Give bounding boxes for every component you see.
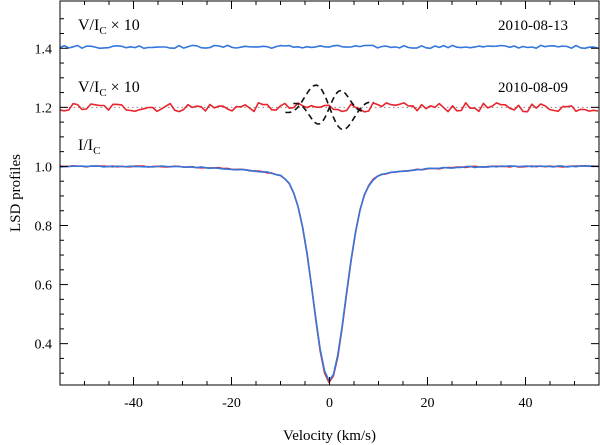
- x-tick-label: -40: [124, 396, 143, 411]
- annotation-v-mid-suffix: × 10: [107, 79, 140, 96]
- annotation-intensity-subscript: C: [93, 145, 100, 157]
- series-line: [59, 102, 599, 113]
- annotation-v-top-suffix: × 10: [107, 17, 140, 34]
- annotation-v-mid-subscript: C: [99, 87, 106, 99]
- x-axis-label: Velocity (km/s): [283, 428, 376, 444]
- y-axis-label: LSD profiles: [8, 154, 24, 232]
- annotation-v-mid-label: V/I: [78, 79, 99, 96]
- annotation-intensity-label: I/I: [78, 137, 93, 154]
- svg-text:V/IC × 10: V/IC × 10: [78, 17, 140, 37]
- annotation-v-mid-date: 2010-08-09: [498, 80, 568, 96]
- y-tick-label: 0.8: [35, 219, 53, 234]
- series-line: [59, 165, 599, 384]
- series-line: [293, 89, 366, 125]
- svg-text:I/IC: I/IC: [78, 137, 100, 157]
- y-tick-label: 0.4: [35, 338, 53, 353]
- annotation-v-mid: V/IC × 10 2010-08-09: [78, 79, 568, 99]
- x-tick-label: 0: [326, 396, 333, 411]
- svg-text:V/IC × 10: V/IC × 10: [78, 79, 140, 99]
- annotation-v-top: V/IC × 10 2010-08-13: [78, 17, 568, 37]
- series-line: [59, 44, 599, 50]
- x-tick-label: -20: [222, 396, 241, 411]
- y-tick-label: 1.2: [35, 101, 53, 116]
- series-line: [59, 165, 599, 382]
- y-tick-label: 1.0: [35, 160, 53, 175]
- x-tick-label: 20: [421, 396, 435, 411]
- plot-frame: [59, 0, 600, 386]
- y-tick-label: 0.6: [35, 279, 53, 294]
- y-tick-label: 1.4: [35, 42, 53, 57]
- annotation-v-top-date: 2010-08-13: [498, 18, 568, 34]
- axis-ticks: -40 -20 0 20 40 0.4 0.6 0.8 1.0 1.2 1.4: [35, 1, 599, 411]
- x-tick-label: 40: [519, 396, 533, 411]
- annotation-v-top-label: V/I: [78, 17, 99, 34]
- annotation-v-top-subscript: C: [99, 25, 106, 37]
- annotation-intensity: I/IC: [78, 137, 100, 157]
